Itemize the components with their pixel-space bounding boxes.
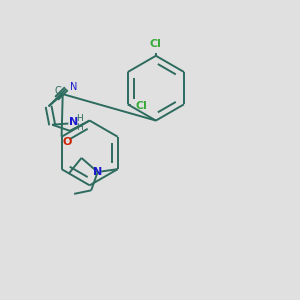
Text: H: H (76, 123, 82, 132)
Text: N: N (93, 167, 102, 177)
Text: N: N (69, 117, 78, 127)
Text: C: C (55, 86, 62, 96)
Text: O: O (63, 137, 72, 147)
Text: H: H (76, 114, 82, 123)
Text: Cl: Cl (135, 101, 147, 111)
Text: N: N (70, 82, 77, 92)
Text: Cl: Cl (150, 39, 162, 49)
